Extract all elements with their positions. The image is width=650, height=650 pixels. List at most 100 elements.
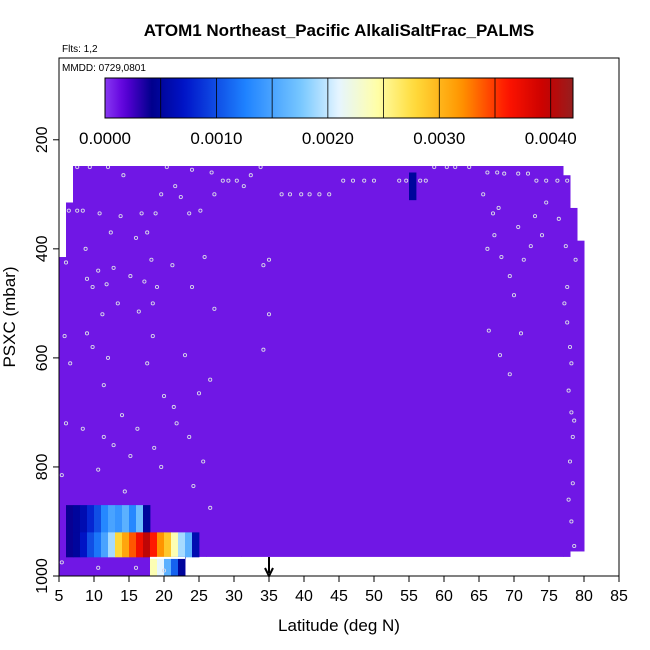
sample-point xyxy=(570,434,575,440)
sample-point xyxy=(565,284,570,290)
sample-point xyxy=(516,224,521,230)
x-tick-label: 10 xyxy=(85,588,103,605)
heatmap-cell xyxy=(129,532,137,558)
sample-point xyxy=(145,230,150,235)
sample-point xyxy=(234,178,239,183)
sample-point xyxy=(84,276,90,281)
sample-point xyxy=(573,257,578,262)
sample-point xyxy=(153,211,158,216)
y-tick-label: 200 xyxy=(34,126,51,153)
heatmap-cell xyxy=(66,532,74,558)
heatmap-cell xyxy=(101,505,109,533)
sample-point xyxy=(196,391,202,396)
sample-point xyxy=(261,347,266,352)
sample-point xyxy=(565,178,570,183)
sample-point xyxy=(161,568,167,573)
sample-point xyxy=(101,434,106,440)
colorbar-tick-label: 0.0040 xyxy=(525,129,577,148)
sample-point xyxy=(492,233,497,238)
sample-point xyxy=(159,464,164,469)
heatmap-cell xyxy=(157,532,165,558)
sample-point xyxy=(209,170,214,175)
heatmap-cell xyxy=(157,556,165,577)
sample-point xyxy=(397,178,402,183)
sample-point xyxy=(565,320,570,325)
sample-point xyxy=(499,254,504,260)
sample-point xyxy=(532,214,538,219)
sample-point xyxy=(362,178,367,183)
sample-point xyxy=(371,178,377,183)
heatmap-cell xyxy=(150,556,158,577)
colorbar-tick-label: 0.0000 xyxy=(79,129,131,148)
x-tick-label: 85 xyxy=(610,588,628,605)
sample-point xyxy=(149,257,154,262)
sample-point xyxy=(198,208,203,213)
sample-point xyxy=(170,263,175,268)
sample-point xyxy=(139,211,144,216)
sample-point xyxy=(534,178,539,183)
sample-point xyxy=(150,301,155,306)
heatmap-cell xyxy=(115,505,123,533)
sample-point xyxy=(80,426,85,431)
heatmap-cell xyxy=(108,505,116,533)
sample-point xyxy=(279,192,284,197)
x-tick-label: 5 xyxy=(55,588,64,605)
x-tick-label: 15 xyxy=(120,588,138,605)
sample-point xyxy=(63,421,69,426)
x-tick-label: 40 xyxy=(295,588,313,605)
sample-point xyxy=(341,178,346,183)
coverage-cell xyxy=(206,120,242,557)
sample-point xyxy=(528,244,533,249)
heatmap-cell xyxy=(101,532,109,558)
sample-point xyxy=(266,312,272,317)
heatmap-cell xyxy=(185,532,193,558)
sample-point xyxy=(212,306,217,311)
sample-point xyxy=(350,178,356,183)
sample-point xyxy=(135,426,140,431)
heatmap-cell xyxy=(129,505,137,533)
sample-point xyxy=(569,361,574,366)
sample-point xyxy=(187,434,192,440)
sample-point xyxy=(121,173,126,178)
colorbar-tick-label: 0.0020 xyxy=(302,129,354,148)
sample-point xyxy=(507,372,512,377)
coverage-cell xyxy=(185,147,207,557)
sample-point xyxy=(208,377,213,382)
coverage-cell xyxy=(66,202,74,576)
chart-title: ATOM1 Northeast_Pacific AlkaliSaltFrac_P… xyxy=(144,21,535,40)
sample-point xyxy=(97,211,102,216)
sample-point xyxy=(84,331,90,336)
axes: 5 10 15 20 25 30 35 40 45 50 55 60 65 70 75 80 85 200 400 6… xyxy=(34,126,628,605)
heatmap-cell xyxy=(143,532,151,558)
sample-point xyxy=(516,171,521,176)
sample-point xyxy=(173,184,178,189)
sample-point xyxy=(108,230,113,235)
sample-point xyxy=(122,489,127,494)
sample-point xyxy=(496,205,501,210)
sample-point xyxy=(511,293,517,298)
sample-point xyxy=(572,543,577,549)
sample-point xyxy=(485,170,490,175)
sample-point xyxy=(327,192,332,197)
sample-point xyxy=(562,301,567,306)
sample-point xyxy=(115,301,120,306)
sample-point xyxy=(497,353,503,358)
sample-point xyxy=(90,284,95,290)
coverage-cell xyxy=(59,257,67,576)
sample-point xyxy=(111,265,116,270)
sample-point xyxy=(59,560,64,565)
sample-point xyxy=(100,312,105,317)
sample-point xyxy=(174,421,179,426)
sample-point xyxy=(161,394,167,399)
sample-point xyxy=(96,467,101,472)
sample-point xyxy=(502,171,507,176)
heatmap-cell xyxy=(178,556,186,577)
sample-point xyxy=(96,268,101,273)
y-tick-label: 600 xyxy=(34,344,51,371)
colorbar-tick-label: 0.0030 xyxy=(413,129,465,148)
sample-point xyxy=(566,497,571,502)
sample-point xyxy=(317,192,322,197)
sample-point xyxy=(570,481,575,486)
x-tick-label: 20 xyxy=(155,588,173,605)
